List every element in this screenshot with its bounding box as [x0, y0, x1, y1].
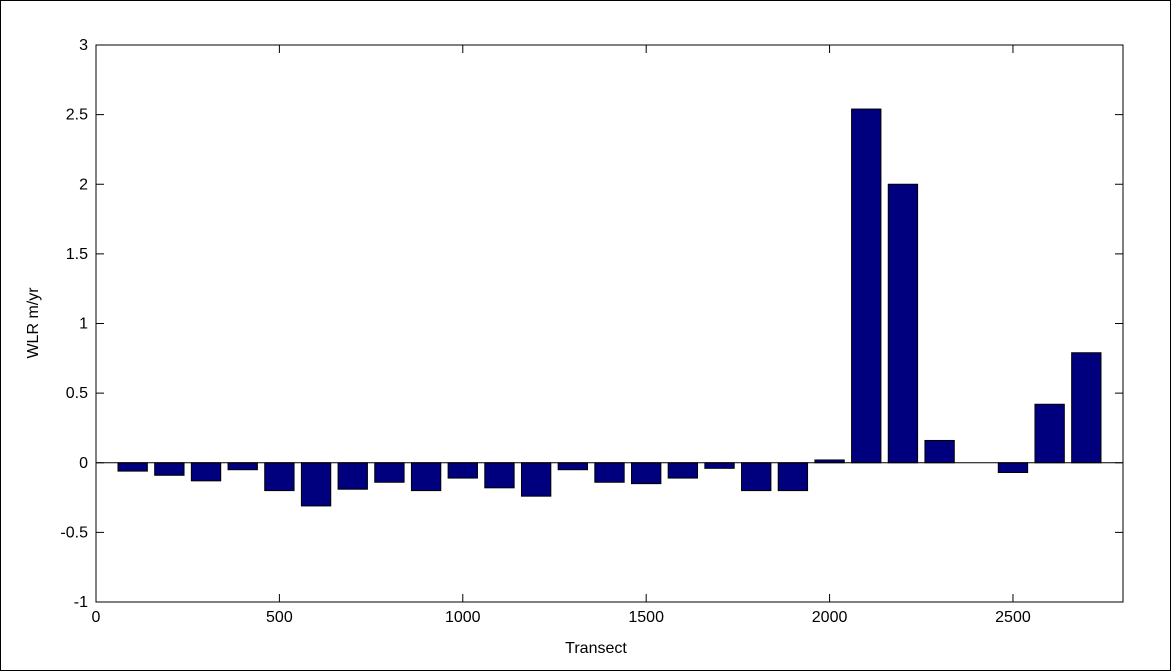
y-tick-label: 0: [79, 455, 88, 472]
bars-group: [117, 108, 1102, 507]
y-tick-label: 2.5: [66, 107, 88, 124]
bar: [851, 108, 882, 464]
y-tick-label: 1: [79, 316, 88, 333]
y-axis-title: WLR m/yr: [25, 287, 42, 359]
x-tick-label: 0: [92, 609, 101, 626]
y-tick-label: 2: [79, 176, 88, 193]
x-tick-label: 2000: [812, 609, 848, 626]
bar: [557, 462, 588, 471]
x-tick-label: 1000: [445, 609, 481, 626]
x-tick-label: 500: [266, 609, 293, 626]
bar: [1071, 352, 1102, 464]
bar: [887, 183, 919, 464]
y-tick-label: 0.5: [66, 385, 88, 402]
bar: [117, 462, 148, 472]
bar: [447, 462, 478, 479]
bar: [190, 462, 222, 482]
y-tick-label: 1.5: [66, 246, 88, 263]
bar: [777, 462, 809, 492]
bar: [227, 462, 258, 471]
x-tick-label: 1500: [628, 609, 664, 626]
y-tick-label: 3: [79, 37, 88, 54]
plot-area: [96, 45, 1123, 602]
bar: [300, 462, 332, 507]
y-axis-ticks: -1 -0.5 0 0.5 1 1.5 2 2.5 3: [60, 37, 1123, 611]
x-axis-ticks: 0 500 1000 1500 2000 2500: [92, 45, 1031, 626]
bar: [337, 462, 368, 490]
bar: [741, 462, 772, 492]
bar: [374, 462, 405, 483]
bar: [520, 462, 552, 497]
y-tick-label: -0.5: [60, 524, 88, 541]
x-axis-title: Transect: [565, 640, 627, 657]
bar: [667, 462, 699, 479]
bar: [704, 462, 735, 469]
bar: [264, 462, 295, 492]
bar: [997, 462, 1029, 473]
y-tick-label: -1: [74, 594, 88, 611]
bar: [484, 462, 515, 489]
bar: [154, 462, 185, 476]
bar: [1034, 403, 1065, 464]
bar: [631, 462, 662, 485]
bar: [924, 439, 955, 464]
bar: [410, 462, 442, 492]
bar: [594, 462, 625, 483]
x-tick-label: 2500: [995, 609, 1031, 626]
